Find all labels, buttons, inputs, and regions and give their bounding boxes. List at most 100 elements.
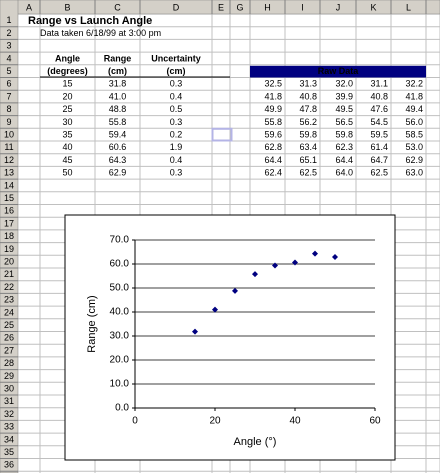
row-number[interactable]: 5	[6, 66, 11, 76]
row-number[interactable]: 17	[4, 218, 14, 228]
raw-data-cell[interactable]: 49.5	[335, 104, 353, 114]
raw-data-cell[interactable]: 32.5	[264, 79, 282, 89]
table-cell[interactable]: 0.3	[170, 117, 183, 127]
table-cell[interactable]: 0.4	[170, 155, 183, 165]
table-cell[interactable]: 25	[62, 104, 72, 114]
raw-data-cell[interactable]: 32.0	[335, 79, 353, 89]
column-header[interactable]: H	[264, 2, 271, 12]
table-cell[interactable]: 0.3	[170, 79, 183, 89]
row-number[interactable]: 34	[4, 434, 14, 444]
table-cell[interactable]: 41.0	[109, 91, 127, 101]
raw-data-cell[interactable]: 56.2	[299, 117, 317, 127]
row-number[interactable]: 12	[4, 155, 14, 165]
column-header[interactable]: I	[301, 2, 304, 12]
row-number[interactable]: 1	[6, 15, 11, 25]
raw-data-cell[interactable]: 65.1	[299, 155, 317, 165]
column-header[interactable]: C	[114, 2, 121, 12]
raw-data-cell[interactable]: 62.3	[335, 142, 353, 152]
row-number[interactable]: 3	[6, 41, 11, 51]
row-number[interactable]: 9	[6, 117, 11, 127]
row-number[interactable]: 14	[4, 180, 14, 190]
row-number[interactable]: 23	[4, 295, 14, 305]
column-header[interactable]: B	[64, 2, 70, 12]
row-number[interactable]: 28	[4, 358, 14, 368]
raw-data-cell[interactable]: 64.0	[335, 168, 353, 178]
row-number[interactable]: 33	[4, 422, 14, 432]
table-cell[interactable]: 20	[62, 91, 72, 101]
raw-data-cell[interactable]: 63.0	[405, 168, 423, 178]
raw-data-cell[interactable]: 41.8	[405, 91, 423, 101]
raw-data-cell[interactable]: 40.8	[370, 91, 388, 101]
raw-data-cell[interactable]: 49.4	[405, 104, 423, 114]
row-number[interactable]: 2	[6, 28, 11, 38]
row-number[interactable]: 7	[6, 91, 11, 101]
row-number[interactable]: 16	[4, 206, 14, 216]
table-cell[interactable]: 30	[62, 117, 72, 127]
table-cell[interactable]: 59.4	[109, 130, 127, 140]
raw-data-cell[interactable]: 54.5	[370, 117, 388, 127]
table-cell[interactable]: 64.3	[109, 155, 127, 165]
raw-data-cell[interactable]: 59.5	[370, 130, 388, 140]
row-number[interactable]: 8	[6, 104, 11, 114]
raw-data-cell[interactable]: 62.5	[370, 168, 388, 178]
raw-data-cell[interactable]: 55.8	[264, 117, 282, 127]
row-number[interactable]: 21	[4, 269, 14, 279]
raw-data-cell[interactable]: 59.8	[335, 130, 353, 140]
row-number[interactable]: 4	[6, 53, 11, 63]
column-header[interactable]: E	[218, 2, 224, 12]
column-header[interactable]: A	[26, 2, 32, 12]
raw-data-cell[interactable]: 47.6	[370, 104, 388, 114]
raw-data-cell[interactable]: 32.2	[405, 79, 423, 89]
table-cell[interactable]: 40	[62, 142, 72, 152]
raw-data-cell[interactable]: 31.3	[299, 79, 317, 89]
column-header[interactable]: D	[173, 2, 180, 12]
row-number[interactable]: 35	[4, 447, 14, 457]
table-cell[interactable]: 31.8	[109, 79, 127, 89]
column-header[interactable]: G	[236, 2, 243, 12]
row-number[interactable]: 26	[4, 333, 14, 343]
row-number[interactable]: 13	[4, 168, 14, 178]
raw-data-cell[interactable]: 63.4	[299, 142, 317, 152]
row-number[interactable]: 22	[4, 282, 14, 292]
raw-data-cell[interactable]: 61.4	[370, 142, 388, 152]
embedded-chart[interactable]: 0.0 10.0 20.0 30.0 40.0 50.0 60.0 70.0 0 20 40 60 An…	[64, 214, 396, 461]
row-number[interactable]: 10	[4, 130, 14, 140]
table-cell[interactable]: 50	[62, 168, 72, 178]
raw-data-cell[interactable]: 40.8	[299, 91, 317, 101]
raw-data-cell[interactable]: 62.8	[264, 142, 282, 152]
raw-data-cell[interactable]: 56.0	[405, 117, 423, 127]
row-number[interactable]: 20	[4, 257, 14, 267]
table-cell[interactable]: 62.9	[109, 168, 127, 178]
raw-data-cell[interactable]: 62.9	[405, 155, 423, 165]
row-number[interactable]: 32	[4, 409, 14, 419]
table-cell[interactable]: 15	[62, 79, 72, 89]
column-header[interactable]: L	[406, 2, 411, 12]
row-number[interactable]: 24	[4, 307, 14, 317]
raw-data-cell[interactable]: 47.8	[299, 104, 317, 114]
row-number[interactable]: 18	[4, 231, 14, 241]
row-number[interactable]: 19	[4, 244, 14, 254]
row-number[interactable]: 11	[4, 142, 13, 152]
row-number[interactable]: 31	[4, 396, 14, 406]
row-number[interactable]: 15	[4, 193, 14, 203]
column-header[interactable]: K	[370, 2, 376, 12]
raw-data-cell[interactable]: 56.5	[335, 117, 353, 127]
table-cell[interactable]: 45	[62, 155, 72, 165]
raw-data-cell[interactable]: 62.4	[264, 168, 282, 178]
raw-data-cell[interactable]: 64.4	[335, 155, 353, 165]
table-cell[interactable]: 0.3	[170, 168, 183, 178]
raw-data-cell[interactable]: 59.6	[264, 130, 282, 140]
raw-data-cell[interactable]: 59.8	[299, 130, 317, 140]
table-cell[interactable]: 1.9	[170, 142, 183, 152]
table-cell[interactable]: 35	[62, 130, 72, 140]
raw-data-cell[interactable]: 31.1	[370, 79, 388, 89]
row-number[interactable]: 25	[4, 320, 14, 330]
table-cell[interactable]: 0.5	[170, 104, 183, 114]
table-cell[interactable]: 60.6	[109, 142, 127, 152]
raw-data-cell[interactable]: 62.5	[299, 168, 317, 178]
table-cell[interactable]: 0.4	[170, 91, 183, 101]
row-number[interactable]: 29	[4, 371, 14, 381]
raw-data-cell[interactable]: 64.4	[264, 155, 282, 165]
raw-data-cell[interactable]: 39.9	[335, 91, 353, 101]
row-number[interactable]: 36	[4, 460, 14, 470]
